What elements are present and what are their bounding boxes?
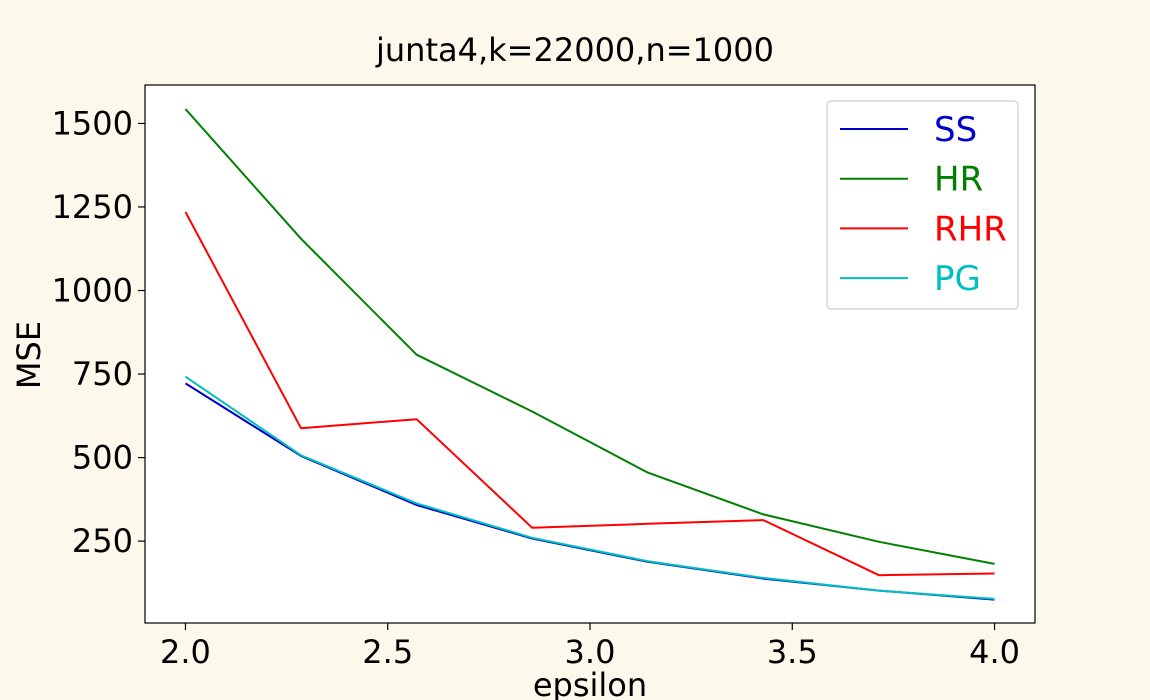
x-tick-label: 2.0	[160, 633, 211, 671]
legend-label-rhr: RHR	[934, 209, 1007, 249]
y-tick-label: 1250	[52, 188, 133, 226]
y-axis-label: MSE	[10, 321, 48, 389]
y-tick-label: 1000	[52, 272, 133, 310]
y-tick-label: 1500	[52, 104, 133, 142]
legend: SS HR RHR PG	[826, 100, 1019, 310]
series-line-hr	[184, 108, 995, 565]
x-axis: 2.0 2.5 3.0 3.5 4.0	[160, 623, 1020, 671]
x-tick-label: 3.5	[767, 633, 818, 671]
legend-label-ss: SS	[934, 110, 977, 150]
legend-label-hr: HR	[934, 160, 983, 200]
x-tick-label: 4.0	[969, 633, 1020, 671]
y-tick-label: 500	[72, 439, 133, 477]
x-axis-label: epsilon	[533, 666, 647, 700]
series-line-pg	[184, 375, 995, 600]
series-line-rhr	[184, 211, 995, 577]
legend-label-pg: PG	[934, 259, 981, 299]
chart-title: junta4,k=22000,n=1000	[375, 31, 774, 69]
y-tick-label: 750	[72, 355, 133, 393]
legend-entries: SS HR RHR PG	[840, 110, 1007, 299]
legend-box	[826, 100, 1019, 310]
y-axis: 250 500 750 1000 1250 1500	[52, 104, 145, 560]
x-tick-label: 3.0	[565, 633, 616, 671]
y-tick-label: 250	[72, 522, 133, 560]
x-tick-label: 2.5	[362, 633, 413, 671]
series-lines	[184, 108, 995, 601]
